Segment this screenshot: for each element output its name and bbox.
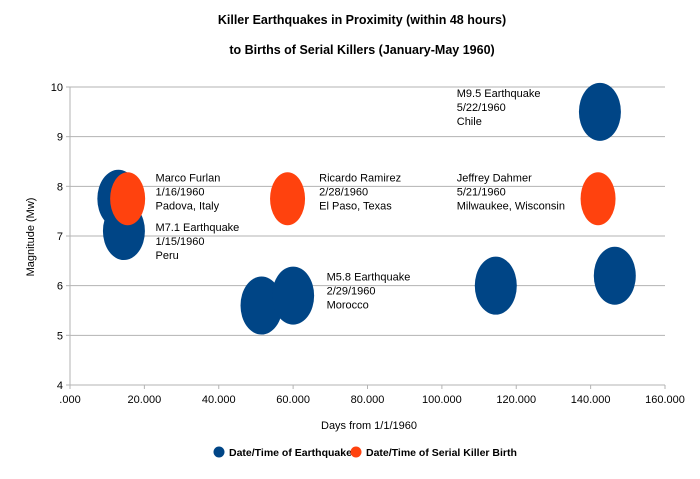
- annotation-line: 1/15/1960: [156, 236, 205, 248]
- y-tick-label: 5: [57, 330, 63, 342]
- earthquake-bubble: [578, 82, 621, 141]
- annotation-line: 5/21/1960: [457, 186, 506, 198]
- annotation-label: M9.5 Earthquake 5/22/1960 Chile: [457, 88, 541, 128]
- annotation-line: Ricardo Ramirez: [319, 172, 401, 184]
- annotation-line: Peru: [156, 250, 179, 262]
- chart-subtitle: to Births of Serial Killers (January-May…: [229, 43, 494, 57]
- annotation-line: 2/29/1960: [327, 286, 376, 298]
- birth-bubble: [270, 172, 306, 226]
- annotation-label: Marco Furlan 1/16/1960 Padova, Italy: [156, 172, 221, 212]
- legend-label: Date/Time of Serial Killer Birth: [366, 447, 517, 459]
- annotations: Marco Furlan 1/16/1960 Padova, Italy M7.1 E…: [156, 88, 565, 312]
- x-tick-label: 100.000: [422, 394, 462, 406]
- annotation-label: M7.1 Earthquake 1/15/1960 Peru: [156, 222, 240, 262]
- annotation-line: El Paso, Texas: [319, 200, 392, 212]
- chart-title: Killer Earthquakes in Proximity (within …: [218, 13, 506, 27]
- axes: 4 5 6 7 8 9 10 .000 20.000 40.000 60.000 80.000 100.…: [51, 82, 685, 406]
- birth-bubble: [580, 172, 616, 226]
- annotation-line: M7.1 Earthquake: [156, 222, 240, 234]
- x-tick-label: 40.000: [202, 394, 236, 406]
- x-tick-label: 160.000: [645, 394, 685, 406]
- grid-lines: [70, 86, 665, 386]
- x-tick-label: 80.000: [351, 394, 385, 406]
- annotation-line: Morocco: [327, 300, 369, 312]
- annotation-line: Milwaukee, Wisconsin: [457, 200, 565, 212]
- annotation-label: Jeffrey Dahmer 5/21/1960 Milwaukee, Wiscon…: [457, 172, 565, 212]
- annotation-line: 1/16/1960: [156, 186, 205, 198]
- y-tick-label: 4: [57, 380, 63, 392]
- annotation-line: Marco Furlan: [156, 172, 221, 184]
- x-tick-label: 140.000: [571, 394, 611, 406]
- x-tick-label: 120.000: [496, 394, 536, 406]
- y-tick-label: 10: [51, 82, 63, 94]
- bubbles: [97, 82, 636, 335]
- annotation-line: Padova, Italy: [156, 200, 220, 212]
- annotation-line: M5.8 Earthquake: [327, 272, 411, 284]
- annotation-line: Chile: [457, 116, 482, 128]
- y-tick-label: 8: [57, 181, 63, 193]
- legend: Date/Time of Earthquake Date/Time of Seri…: [213, 446, 517, 459]
- earthquake-bubble: [272, 266, 315, 325]
- annotation-line: 2/28/1960: [319, 186, 368, 198]
- legend-label: Date/Time of Earthquake: [229, 447, 352, 459]
- y-tick-label: 6: [57, 281, 63, 293]
- x-axis-label: Days from 1/1/1960: [321, 420, 417, 432]
- y-axis-label: Magnitude (Mw): [25, 198, 37, 277]
- earthquake-bubble: [474, 256, 517, 315]
- y-tick-label: 7: [57, 231, 63, 243]
- earthquake-bubble: [593, 246, 636, 305]
- earthquake-bubble: [240, 276, 283, 335]
- x-tick-label: .000: [59, 394, 80, 406]
- annotation-line: M9.5 Earthquake: [457, 88, 541, 100]
- legend-marker: [213, 446, 225, 458]
- x-tick-label: 20.000: [128, 394, 162, 406]
- annotation-label: M5.8 Earthquake 2/29/1960 Morocco: [327, 272, 411, 312]
- annotation-line: Jeffrey Dahmer: [457, 172, 532, 184]
- birth-bubble: [110, 172, 146, 226]
- legend-marker: [350, 446, 362, 458]
- y-tick-label: 9: [57, 132, 63, 144]
- x-tick-label: 60.000: [276, 394, 310, 406]
- annotation-line: 5/22/1960: [457, 102, 506, 114]
- annotation-label: Ricardo Ramirez 2/28/1960 El Paso, Texas: [319, 172, 401, 212]
